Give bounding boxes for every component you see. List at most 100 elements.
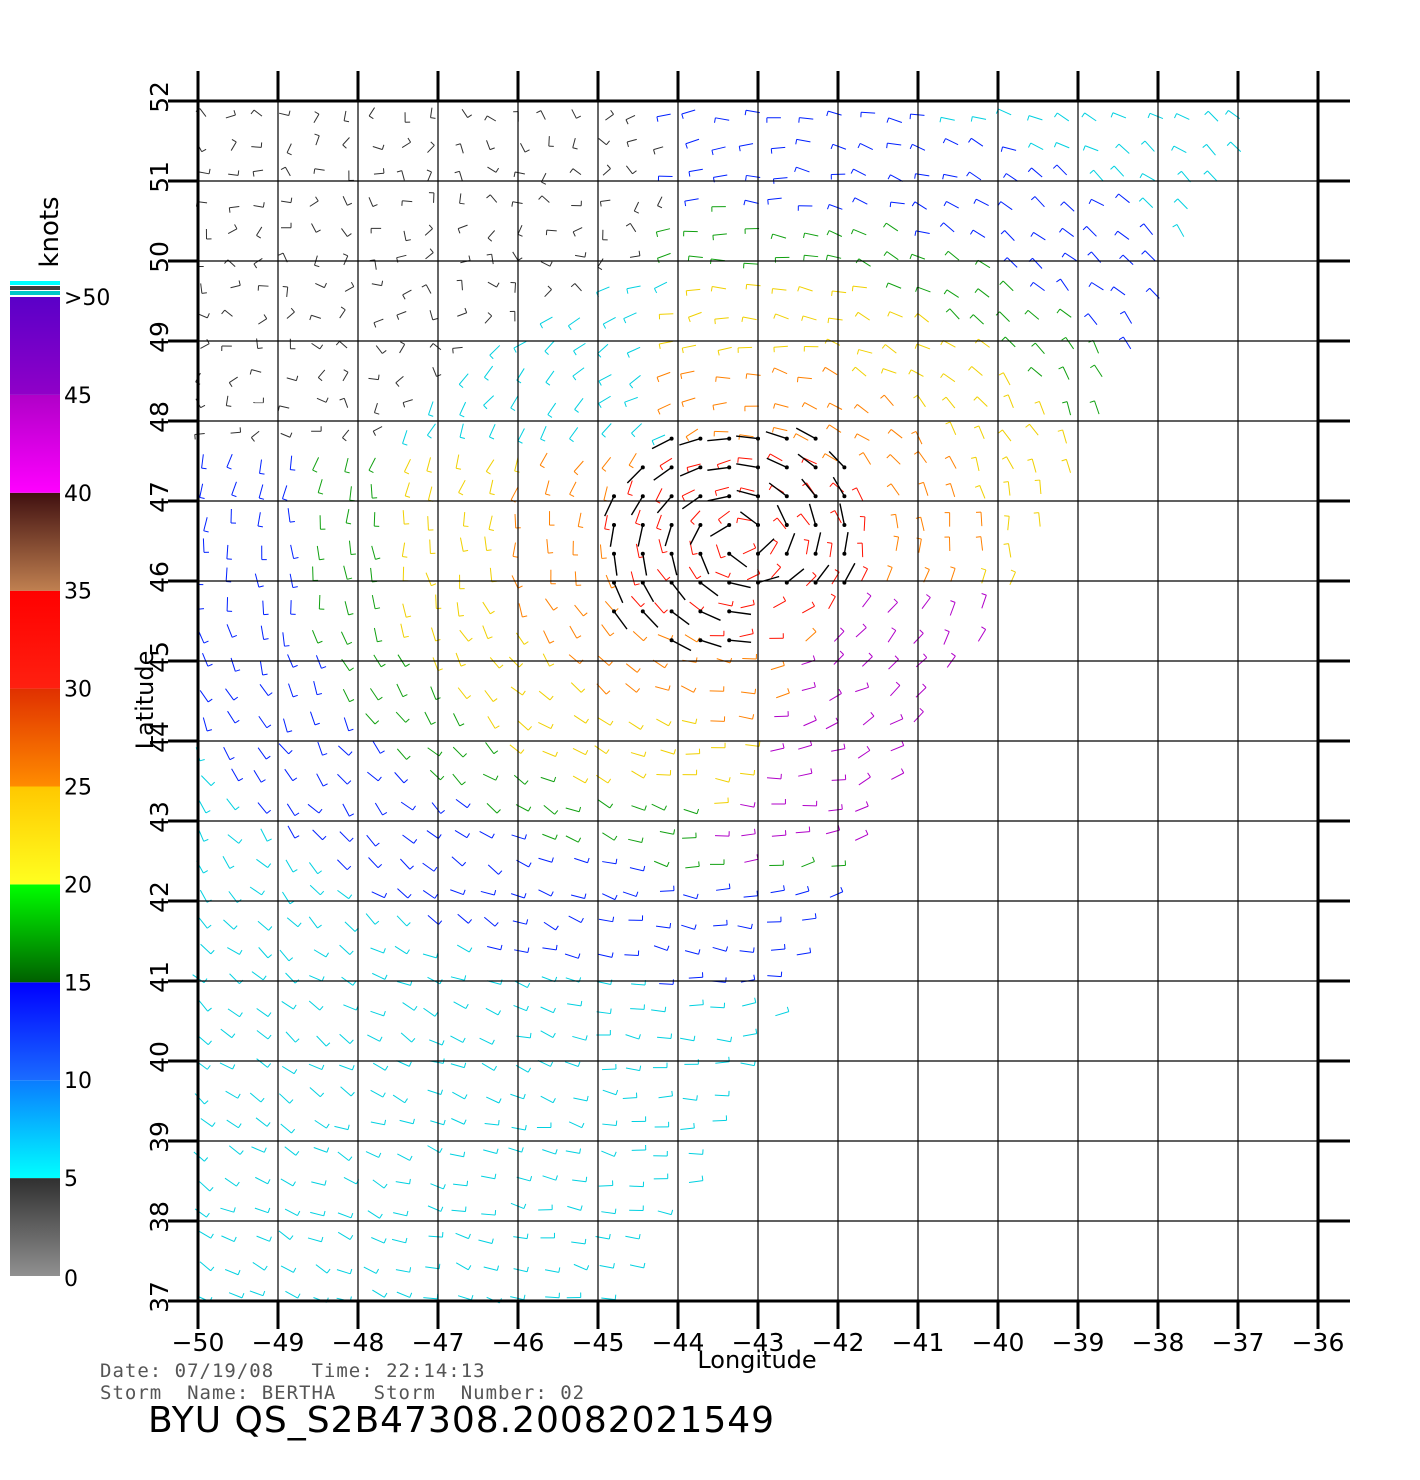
y-tick-label: 42 [145,881,174,913]
wind-barb [1057,429,1063,432]
wind-vector [314,168,325,171]
wind-barb [653,149,656,155]
wind-barb [942,138,946,144]
wind-barb [549,640,555,644]
wind-barb [1010,569,1016,573]
wind-barb [278,252,284,256]
wind-barb [433,866,438,872]
wind-vector [339,1064,353,1071]
wind-vector [917,451,927,464]
x-tick-label: −43 [732,1328,785,1357]
wind-vector [484,916,496,927]
wind-vector [455,1232,469,1240]
wind-vector [887,282,902,289]
wind-barb [550,723,554,729]
wind-barb [865,801,869,807]
wind-vector [971,366,983,376]
wind-barb [349,1268,353,1274]
wind-vector [423,1007,436,1017]
wind-barb [239,949,243,955]
wind-vector [227,834,240,844]
wind-barb [601,433,606,438]
wind-vector [199,889,208,903]
wind-vector [635,509,641,524]
wind-vector [226,798,236,811]
wind-vector [950,568,956,582]
wind-barb [1001,336,1006,341]
wind-barb [608,661,613,666]
wind-vector [396,748,407,760]
wind-barb [887,429,892,434]
wind-vector [910,369,924,377]
wind-vector [1030,142,1044,150]
wind-barb [909,144,913,150]
wind-vector [425,572,432,586]
wind-vector [947,250,960,261]
wind-vector [334,1125,349,1131]
wind-vector [402,289,412,296]
wind-barb [598,403,602,409]
wind-barb [612,916,615,922]
wind-barb [372,204,378,207]
wind-barb [943,201,947,207]
rain-flag-vector [699,582,719,597]
wind-barb [268,926,273,931]
wind-vector [341,228,348,237]
wind-barb [207,1040,212,1045]
wind-vector [828,317,843,321]
wind-vector [1060,278,1069,291]
wind-barb [314,722,320,726]
wind-barb [455,143,461,146]
rain-flag-vector [795,427,816,440]
wind-vector [249,886,262,896]
colorbar-band [10,884,60,983]
rain-flag-vector [736,463,759,469]
wind-barb [1030,232,1034,237]
wind-vector [342,137,350,146]
rain-flag-vector [709,524,730,537]
wind-vector [829,543,833,558]
rain-flag-vector [664,524,673,547]
wind-barb [1054,112,1058,118]
wind-barb [686,467,689,473]
wind-barb [207,663,213,667]
wind-barb [628,464,634,469]
wind-vector [859,142,874,150]
wind-vector [403,458,411,472]
wind-barb [851,366,856,372]
wind-barb [375,1268,380,1274]
wind-vector [631,770,644,779]
wind-vector [391,1238,406,1244]
wind-barb [322,835,327,841]
wind-barb [741,316,744,322]
wind-barb [745,373,748,379]
wind-barb [463,1119,467,1125]
wind-vector [1028,115,1043,121]
wind-barb [1110,286,1115,292]
wind-barb [862,623,867,628]
wind-vector [430,1120,444,1126]
wind-vector [483,1149,497,1155]
wind-vector [715,835,730,837]
wind-barb [234,224,238,230]
wind-vector [393,1212,407,1217]
wind-vector [710,720,725,722]
wind-barb [314,264,320,268]
wind-vector [286,143,292,153]
wind-barb [579,1148,581,1154]
wind-barb [586,1265,590,1271]
wind-barb [322,783,328,787]
wind-barb [914,173,916,179]
wind-barb [1024,310,1029,315]
wind-vector [286,917,299,928]
wind-vector [457,913,469,924]
wind-barb [584,252,587,258]
wind-barb [350,281,355,287]
rain-flag-dot [842,523,847,527]
wind-vector [402,603,407,618]
wind-barb [340,306,346,311]
wind-vector [514,949,528,953]
wind-barb [288,957,294,962]
wind-vector [489,657,500,669]
wind-barb [409,1267,412,1273]
